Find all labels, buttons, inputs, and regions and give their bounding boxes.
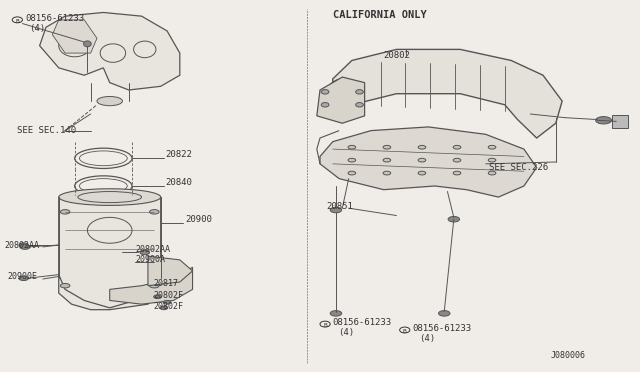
Text: 20900A: 20900A <box>135 254 165 263</box>
Ellipse shape <box>418 171 426 175</box>
Text: 20840: 20840 <box>166 178 193 187</box>
Ellipse shape <box>488 171 496 175</box>
Ellipse shape <box>453 158 461 162</box>
Ellipse shape <box>438 311 450 316</box>
Ellipse shape <box>19 243 28 247</box>
Ellipse shape <box>383 158 391 162</box>
Text: 20851: 20851 <box>326 202 353 211</box>
Text: SEE SEC.140: SEE SEC.140 <box>17 126 76 135</box>
Text: 20802AA: 20802AA <box>4 241 40 250</box>
Ellipse shape <box>321 90 329 94</box>
Text: 20802F: 20802F <box>153 302 183 311</box>
Text: B: B <box>15 19 19 24</box>
Ellipse shape <box>150 283 159 288</box>
Polygon shape <box>59 275 161 308</box>
Text: (4): (4) <box>29 24 45 33</box>
Ellipse shape <box>418 145 426 149</box>
Ellipse shape <box>154 295 161 299</box>
Ellipse shape <box>348 158 356 162</box>
Ellipse shape <box>19 276 28 280</box>
Ellipse shape <box>60 210 70 214</box>
Polygon shape <box>317 77 365 123</box>
Text: (4): (4) <box>338 328 354 337</box>
Text: 20900E: 20900E <box>8 272 38 281</box>
Ellipse shape <box>321 103 329 107</box>
Polygon shape <box>40 13 180 90</box>
Ellipse shape <box>330 311 342 316</box>
Polygon shape <box>148 256 193 286</box>
Ellipse shape <box>356 90 364 94</box>
Text: 08156-61233: 08156-61233 <box>25 14 84 23</box>
Text: 20900: 20900 <box>185 215 212 224</box>
Ellipse shape <box>20 244 30 249</box>
Text: B: B <box>323 323 327 328</box>
Polygon shape <box>320 127 537 197</box>
Ellipse shape <box>59 189 161 205</box>
Text: J080006: J080006 <box>550 351 586 360</box>
Ellipse shape <box>488 145 496 149</box>
FancyBboxPatch shape <box>612 115 628 128</box>
Polygon shape <box>109 267 193 304</box>
Text: 20817: 20817 <box>153 279 178 288</box>
Text: CALIFORNIA ONLY: CALIFORNIA ONLY <box>333 10 426 20</box>
Text: 20802: 20802 <box>384 51 411 61</box>
Text: B: B <box>403 329 406 334</box>
Text: 08156-61233: 08156-61233 <box>333 318 392 327</box>
Ellipse shape <box>60 283 70 288</box>
Ellipse shape <box>383 171 391 175</box>
Text: (4): (4) <box>419 334 435 343</box>
Text: SEE SEC.226: SEE SEC.226 <box>489 163 548 172</box>
Text: 20802AA: 20802AA <box>135 245 170 254</box>
Ellipse shape <box>383 145 391 149</box>
Polygon shape <box>333 49 562 138</box>
Ellipse shape <box>150 210 159 214</box>
Text: 08156-61233: 08156-61233 <box>412 324 472 333</box>
Ellipse shape <box>348 145 356 149</box>
Ellipse shape <box>348 171 356 175</box>
Ellipse shape <box>356 103 364 107</box>
Ellipse shape <box>330 207 342 213</box>
Ellipse shape <box>596 116 612 124</box>
Ellipse shape <box>488 158 496 162</box>
Polygon shape <box>52 20 97 53</box>
Text: 20822: 20822 <box>166 150 193 160</box>
Ellipse shape <box>418 158 426 162</box>
Polygon shape <box>59 197 161 310</box>
Ellipse shape <box>448 217 460 222</box>
Ellipse shape <box>140 250 150 255</box>
Ellipse shape <box>163 301 171 304</box>
Ellipse shape <box>453 145 461 149</box>
Ellipse shape <box>97 96 122 106</box>
Ellipse shape <box>453 171 461 175</box>
Ellipse shape <box>160 306 168 310</box>
Text: 20802F: 20802F <box>153 291 183 300</box>
Ellipse shape <box>84 41 92 47</box>
